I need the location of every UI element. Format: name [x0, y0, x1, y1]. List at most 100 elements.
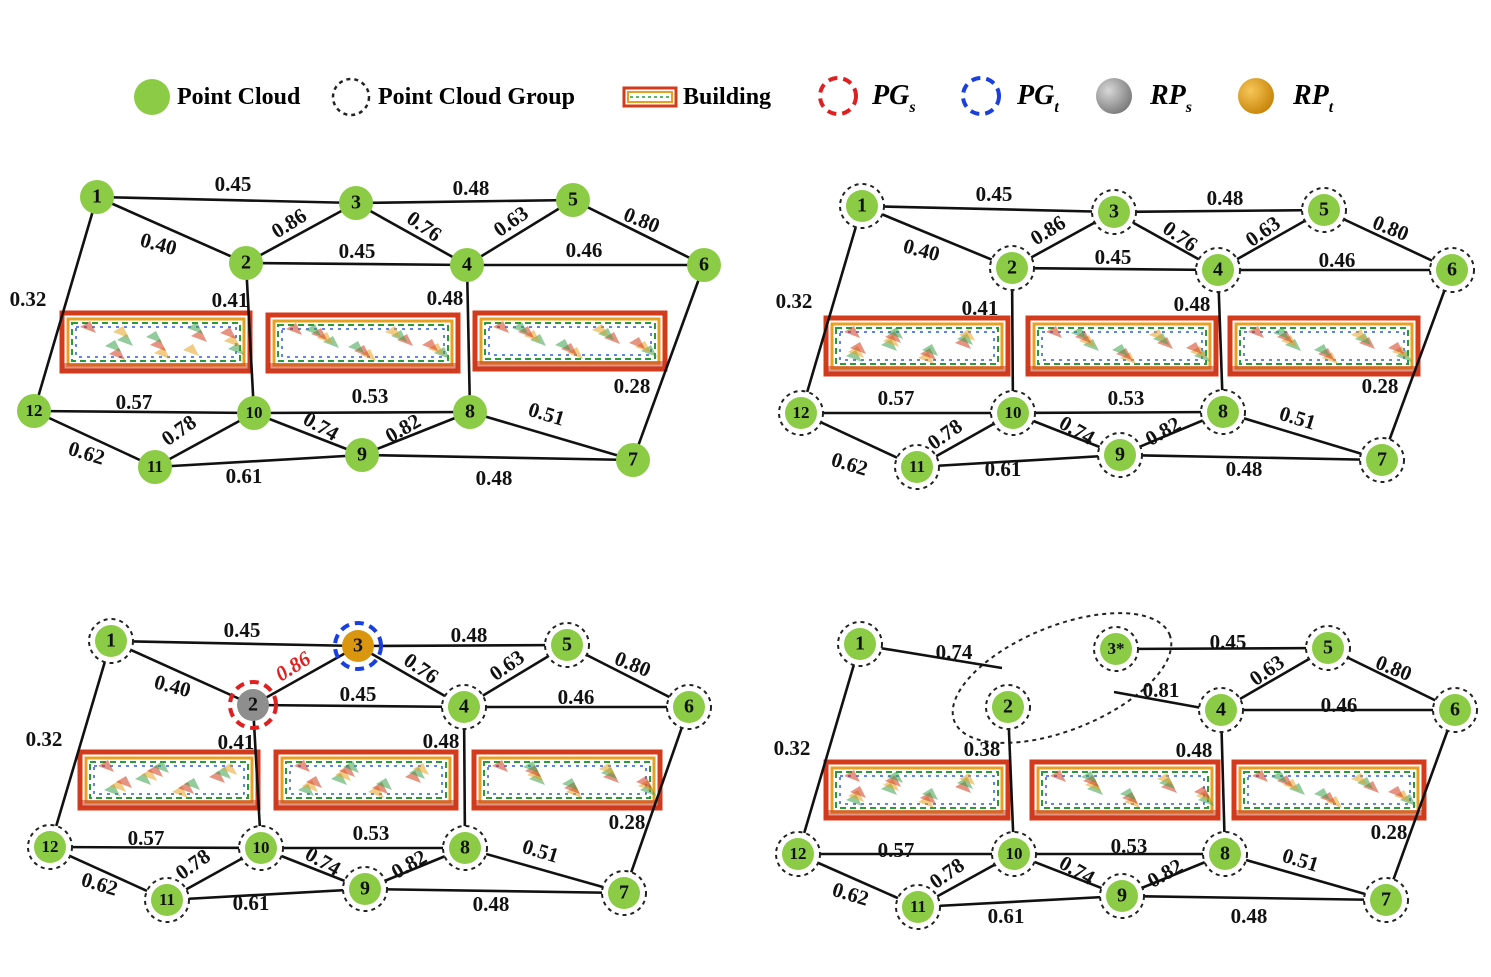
edge-weight-11-9: 0.61: [233, 891, 270, 915]
legend-point-cloud: Point Cloud: [134, 79, 301, 115]
edge-3-5: [1113, 208, 1325, 214]
edge-weight-2-10: 0.38: [964, 737, 1001, 761]
node-9: 9: [345, 438, 379, 472]
graph-panel-b: 0.450.40 0.860.480.76 0.63 0.800.45 0.460.32…: [776, 182, 1475, 490]
edge-3*-4: [1113, 690, 1203, 710]
building-1: [823, 759, 1011, 821]
edge-weight-12-10: 0.57: [878, 838, 915, 862]
node-label-9: 9: [357, 444, 367, 466]
edge-weight-5-6: 0.80: [1372, 650, 1415, 686]
edge-weight-12-10: 0.57: [878, 386, 915, 410]
edge-weight-9-7: 0.48: [476, 466, 513, 490]
building-3: [1231, 759, 1427, 821]
edge-weight-11-9: 0.61: [226, 464, 263, 488]
edge-weight-1-3: 0.45: [976, 182, 1013, 206]
building-1: [823, 315, 1011, 377]
edge-1-3: [110, 639, 359, 648]
edge-weight-2-3: 0.86: [271, 646, 315, 686]
graph-panel-d: 0.74 0.45 0.81 0.63 0.80 0.46 0.32 0.38 0.48 0.28…: [774, 612, 1478, 930]
edge-weight-9-8: 0.82: [1143, 854, 1187, 893]
node-label-4: 4: [462, 254, 472, 276]
edge-9-7: [364, 887, 625, 895]
edge-1-12: [796, 643, 862, 855]
edge-weight-1-12: 0.32: [26, 727, 63, 751]
legend-point-cloud-label: Point Cloud: [177, 84, 301, 110]
edge-weight-2-10: 0.41: [962, 296, 999, 320]
edge-2-4: [1011, 266, 1219, 272]
edge-6-7: [1384, 709, 1457, 901]
node-label-4: 4: [1216, 699, 1226, 721]
node-label-9: 9: [360, 878, 370, 900]
edge-weight-9-7: 0.48: [1231, 904, 1268, 928]
edge-weight-10-8: 0.53: [1111, 834, 1148, 858]
node-label-12: 12: [790, 844, 807, 863]
node-7: 7: [1363, 877, 1409, 923]
edge-12-11: [33, 409, 156, 469]
node-9: 9: [1097, 432, 1143, 478]
node-2: 2: [989, 245, 1035, 291]
edge-weight-10-8: 0.53: [1108, 386, 1145, 410]
node-3*: 3*: [1093, 626, 1139, 672]
edge-2-10: [1010, 267, 1015, 414]
edge-9-7: [1121, 894, 1387, 902]
edge-weight-3-4: 0.76: [402, 206, 446, 247]
node-label-2: 2: [1003, 696, 1013, 718]
legend-rp-source: RPs: [1096, 78, 1192, 116]
node-label-5: 5: [562, 634, 572, 656]
node-8: 8: [1200, 389, 1246, 435]
building-3: [472, 310, 668, 372]
node-label-10: 10: [246, 403, 263, 422]
edge-weight-9-7: 0.48: [473, 892, 510, 916]
node-6: 6: [687, 248, 721, 282]
node-label-11: 11: [147, 457, 163, 476]
node-label-8: 8: [1218, 401, 1228, 423]
node-label-12: 12: [793, 403, 810, 422]
node-label-9: 9: [1115, 444, 1125, 466]
edge-weight-11-10: 0.78: [925, 853, 969, 894]
edge-8-7: [1224, 852, 1387, 902]
legend-point-cloud-group: Point Cloud Group: [331, 77, 575, 117]
rp-source-icon: [1096, 78, 1132, 114]
edge-weight-11-9: 0.61: [985, 457, 1022, 481]
edge-8-7: [1222, 410, 1383, 462]
node-label-2: 2: [248, 694, 258, 716]
edge-11-10: [154, 411, 255, 469]
building-2: [273, 749, 459, 811]
edge-1-2: [861, 204, 1013, 270]
node-6: 6: [1429, 247, 1475, 293]
node-4: 4: [441, 684, 487, 730]
node-label-7: 7: [1381, 889, 1391, 911]
edge-weight-5-6: 0.80: [1369, 210, 1412, 246]
node-label-6: 6: [1450, 699, 1460, 721]
edge-8-7: [469, 410, 634, 462]
node-label-10: 10: [1006, 844, 1023, 863]
pg-target-ring-icon: [961, 76, 1001, 116]
building-3: [471, 749, 663, 811]
node-label-4: 4: [459, 696, 469, 718]
node-10: 10: [990, 390, 1036, 436]
edge-weight-2-10: 0.41: [218, 730, 255, 754]
edge-1-3*: [879, 646, 1003, 670]
edge-5-6: [1327, 646, 1456, 712]
edge-1-12: [48, 640, 113, 848]
edge-weight-1-12: 0.32: [10, 287, 47, 311]
edge-weight-4-8: 0.48: [1174, 292, 1211, 316]
node-8: 8: [453, 395, 487, 429]
node-label-3: 3: [353, 635, 363, 657]
edge-weight-12-10: 0.57: [116, 390, 153, 414]
edge-9-7: [361, 453, 634, 462]
node-1: 1: [88, 618, 134, 664]
building-2: [1029, 759, 1221, 821]
node-label-11: 11: [909, 457, 925, 476]
edge-3*-5: [1115, 646, 1329, 651]
node-2: 2: [228, 680, 278, 730]
node-label-3: 3: [1109, 201, 1119, 223]
edge-weight-1-3*: 0.74: [936, 640, 973, 664]
edge-weight-3-5: 0.48: [453, 176, 490, 200]
node-12: 12: [775, 831, 821, 877]
node-12: 12: [17, 394, 51, 428]
legend-rp-target: RPt: [1238, 78, 1334, 116]
edge-weight-4-5: 0.63: [485, 645, 529, 686]
node-6: 6: [666, 684, 712, 730]
node-1: 1: [80, 180, 114, 214]
